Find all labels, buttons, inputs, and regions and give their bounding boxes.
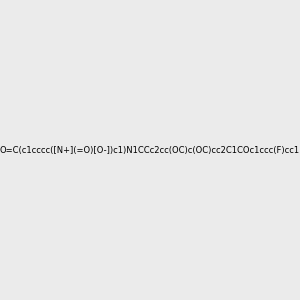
Text: O=C(c1cccc([N+](=O)[O-])c1)N1CCc2cc(OC)c(OC)cc2C1COc1ccc(F)cc1: O=C(c1cccc([N+](=O)[O-])c1)N1CCc2cc(OC)c…: [0, 146, 300, 154]
